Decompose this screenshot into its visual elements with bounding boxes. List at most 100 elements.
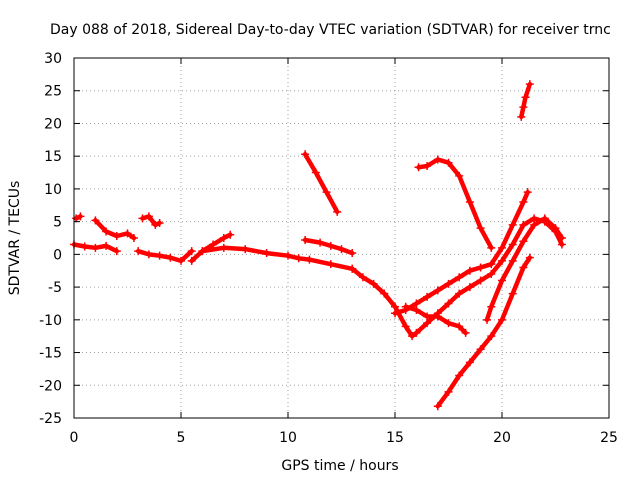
data-point <box>316 238 325 247</box>
data-point <box>80 242 89 251</box>
data-point <box>508 289 517 298</box>
series-trace-5 <box>134 247 196 265</box>
series-layer <box>70 80 566 411</box>
data-point <box>305 255 314 264</box>
data-point <box>102 227 111 236</box>
data-point <box>476 276 485 285</box>
data-point <box>433 155 442 164</box>
data-point <box>487 243 496 252</box>
data-point <box>517 112 526 121</box>
data-point <box>284 251 292 260</box>
data-point <box>519 220 528 229</box>
data-point <box>508 220 517 229</box>
data-point <box>523 188 532 197</box>
data-point <box>423 162 432 170</box>
data-point <box>519 103 528 112</box>
data-point <box>301 150 310 159</box>
x-tick-label: 15 <box>386 430 404 446</box>
data-point <box>487 332 496 341</box>
data-point <box>401 306 410 314</box>
y-axis-label: SDTVAR / TECUs <box>7 181 23 296</box>
series-trace-15 <box>483 214 566 324</box>
axis-ticks: 0 5 10 15 20 25 30 25 20 15 10 5 0 -5 -10 -15 -20 -25 <box>39 51 618 446</box>
series-line <box>349 216 565 339</box>
y-tick-label: -5 <box>48 280 62 296</box>
data-point <box>408 332 417 341</box>
data-point <box>155 251 164 260</box>
data-point <box>476 263 485 272</box>
data-point <box>444 299 453 308</box>
x-axis-label: GPS time / hours <box>281 458 398 474</box>
data-point <box>423 292 432 301</box>
y-tick-label: 10 <box>44 182 62 198</box>
data-point <box>551 224 560 233</box>
y-tick-label: 30 <box>44 51 62 67</box>
data-point <box>557 234 566 242</box>
y-tick-label: -25 <box>39 411 62 427</box>
series-line <box>392 189 530 316</box>
x-tick-label: 10 <box>279 430 297 446</box>
series-trace-2 <box>70 240 121 256</box>
y-tick-label: 20 <box>44 116 62 132</box>
y-tick-label: -15 <box>39 346 62 362</box>
data-point <box>144 212 153 221</box>
data-point <box>369 279 378 288</box>
data-point <box>465 358 474 367</box>
data-point <box>219 234 228 242</box>
data-point <box>455 289 464 298</box>
data-point <box>487 302 496 311</box>
y-tick-label: -20 <box>39 378 62 394</box>
data-point <box>465 198 474 206</box>
data-point <box>102 241 111 250</box>
series-trace-8 <box>301 235 357 258</box>
data-point <box>76 212 85 221</box>
data-point <box>322 188 331 197</box>
series-line <box>302 151 340 215</box>
data-point <box>112 247 121 256</box>
data-point <box>498 243 506 252</box>
data-point <box>530 220 539 229</box>
data-point <box>444 387 453 396</box>
x-tick-label: 5 <box>177 430 186 446</box>
series-line <box>200 245 355 272</box>
data-point <box>337 245 346 254</box>
data-point <box>262 249 271 258</box>
data-point <box>519 198 528 206</box>
data-point <box>519 237 528 246</box>
data-point <box>412 299 421 308</box>
data-point <box>358 273 367 282</box>
data-point <box>498 256 506 265</box>
data-point <box>476 224 485 233</box>
data-point <box>198 247 207 256</box>
data-point <box>465 266 474 275</box>
data-point <box>444 319 453 328</box>
y-tick-label: 25 <box>44 84 62 100</box>
data-point <box>444 279 453 288</box>
data-point <box>465 283 474 292</box>
data-point <box>433 286 442 295</box>
data-point <box>476 345 485 354</box>
data-point <box>348 264 357 273</box>
series-trace-4 <box>138 212 164 229</box>
data-point <box>433 402 442 411</box>
data-point <box>444 158 453 167</box>
data-point <box>326 241 335 250</box>
data-point <box>144 250 153 259</box>
data-point <box>461 328 470 337</box>
series-trace-14 <box>433 253 534 411</box>
y-tick-label: 5 <box>53 215 62 231</box>
data-point <box>455 371 464 380</box>
data-point <box>91 243 100 252</box>
data-point <box>91 216 100 225</box>
series-line <box>416 157 494 251</box>
data-point <box>226 230 235 239</box>
grid <box>74 58 609 418</box>
x-tick-label: 0 <box>70 430 79 446</box>
data-point <box>414 163 423 172</box>
data-point <box>187 256 196 265</box>
data-point <box>498 315 506 324</box>
data-point <box>151 220 160 229</box>
data-point <box>326 260 335 269</box>
series-trace-3 <box>91 216 138 242</box>
data-point <box>348 249 357 258</box>
